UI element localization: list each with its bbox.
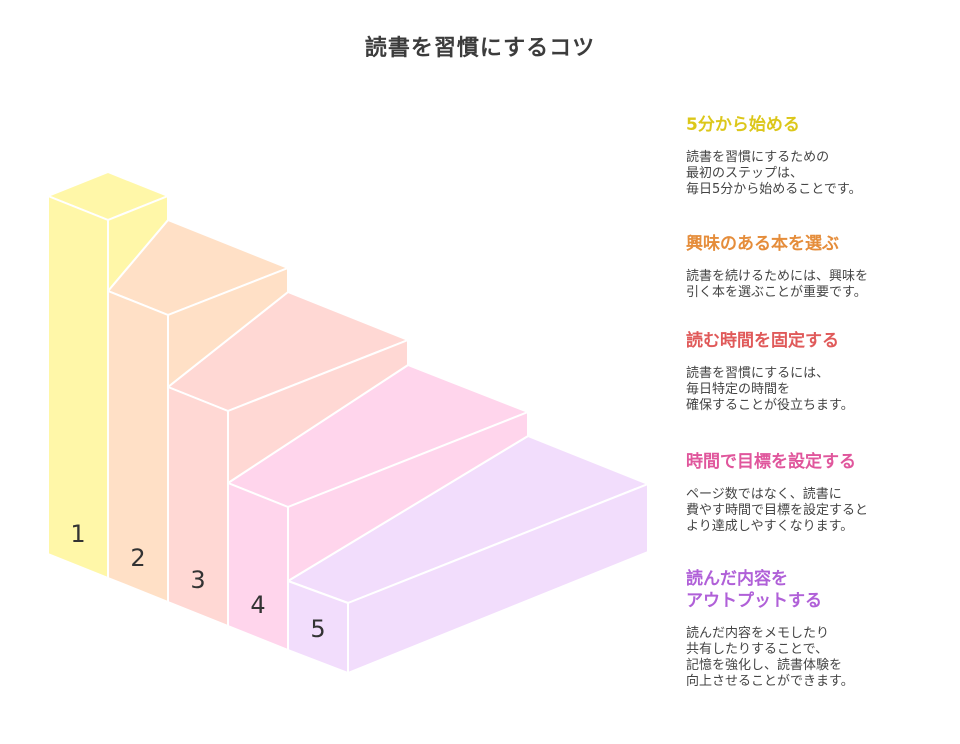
step-2-panel: 興味のある本を選ぶ 読書を続けるためには、興味を 引く本を選ぶことが重要です。 (686, 233, 936, 301)
step-1-heading: 5分から始める (686, 115, 800, 135)
step-3-panel: 読む時間を固定する 読書を習慣にするには、 毎日特定の時間を 確保することが役立… (686, 330, 936, 414)
step-4-panel: 時間で目標を設定する ページ数ではなく、読書に 費やす時間で目標を設定すると よ… (686, 451, 936, 535)
step-3-number: 3 (190, 566, 205, 594)
step-1-panel: 5分から始める 読書を習慣にするための 最初のステップは、 毎日5分から始めるこ… (686, 114, 936, 198)
step-2-number: 2 (130, 544, 145, 572)
step-4-heading: 時間で目標を設定する (686, 452, 856, 472)
step-1-front-face (47, 195, 109, 579)
step-4-description: ページ数ではなく、読書に 費やす時間で目標を設定すると より達成しやすくなります… (686, 487, 869, 534)
step-5-description: 読んだ内容をメモしたり 共有したりすることで、 記憶を強化し、読書体験を 向上さ… (686, 626, 854, 689)
step-5-heading: 読んだ内容を アウトプットする (686, 569, 822, 611)
step-4-number: 4 (250, 591, 265, 619)
step-4-block (227, 364, 529, 651)
step-3-description: 読書を習慣にするには、 毎日特定の時間を 確保することが役立ちます。 (686, 366, 854, 413)
step-3-heading: 読む時間を固定する (686, 331, 839, 351)
step-1-block (47, 171, 169, 579)
step-2-block (107, 219, 289, 603)
step-2-heading: 興味のある本を選ぶ (686, 234, 839, 254)
step-5-panel: 読んだ内容を アウトプットする 読んだ内容をメモしたり 共有したりすることで、 … (686, 568, 936, 690)
step-2-description: 読書を続けるためには、興味を 引く本を選ぶことが重要です。 (686, 269, 869, 300)
step-5-number: 5 (310, 615, 325, 643)
step-1-description: 読書を習慣にするための 最初のステップは、 毎日5分から始めることです。 (686, 150, 862, 197)
step-5-block (287, 435, 649, 674)
page-title: 読書を習慣にするコツ (364, 36, 596, 61)
step-4-front-face (227, 482, 289, 651)
step-1-number: 1 (70, 520, 85, 548)
